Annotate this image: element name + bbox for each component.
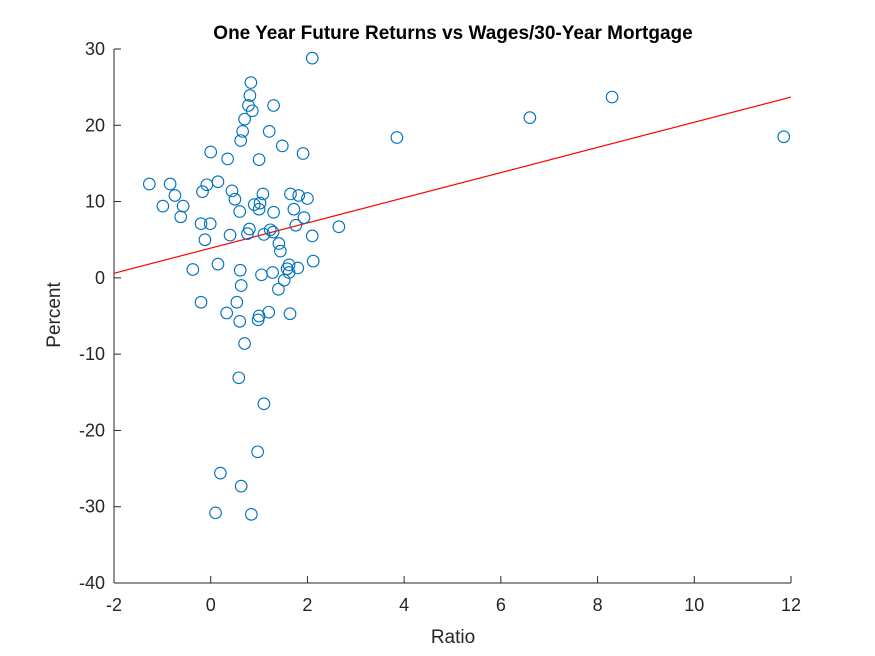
data-point <box>273 244 287 258</box>
data-point <box>272 282 285 296</box>
data-point <box>194 295 208 309</box>
data-point <box>245 104 259 118</box>
data-point <box>292 189 306 202</box>
chart-title: One Year Future Returns vs Wages/30-Year… <box>213 23 692 44</box>
data-point <box>605 90 619 104</box>
data-point <box>272 237 286 250</box>
data-point <box>221 152 234 166</box>
data-point <box>232 371 246 385</box>
x-tick-label: 4 <box>399 595 409 615</box>
data-point <box>267 99 280 112</box>
data-point <box>390 131 404 144</box>
y-axis-label: Percent <box>44 282 65 348</box>
data-point <box>194 217 208 231</box>
data-point <box>214 466 227 480</box>
data-point <box>296 147 310 160</box>
data-point <box>243 222 256 236</box>
data-point <box>176 199 190 213</box>
y-tick-label: 10 <box>85 192 105 212</box>
data-point <box>238 112 251 126</box>
data-point <box>211 175 225 189</box>
data-point <box>211 257 225 271</box>
x-tick-label: 0 <box>206 595 216 615</box>
data-point <box>209 506 222 520</box>
data-point <box>186 263 200 276</box>
x-tick-label: 10 <box>684 595 704 615</box>
data-point <box>266 225 280 239</box>
data-point <box>252 153 266 166</box>
data-point <box>244 76 258 89</box>
data-point <box>233 263 247 277</box>
data-point <box>777 130 791 144</box>
y-tick-label: 0 <box>95 268 105 288</box>
data-point <box>236 125 249 138</box>
data-point <box>244 507 258 521</box>
data-point <box>257 228 271 241</box>
y-tick-label: 30 <box>85 39 105 59</box>
data-point <box>251 445 264 459</box>
x-tick-label: 12 <box>781 595 801 615</box>
data-point <box>225 184 239 198</box>
data-point <box>163 177 177 191</box>
data-point <box>305 229 319 243</box>
data-point <box>196 185 209 199</box>
data-point <box>234 279 248 292</box>
data-point <box>198 233 212 247</box>
data-point <box>203 217 217 231</box>
data-point <box>204 145 218 159</box>
data-point <box>282 258 296 272</box>
data-point <box>252 202 266 216</box>
data-point <box>234 479 248 493</box>
data-point <box>267 205 280 219</box>
data-point <box>228 192 242 206</box>
data-point <box>297 211 311 224</box>
data-point <box>200 178 214 192</box>
y-tick-label: 20 <box>85 115 105 135</box>
data-point <box>257 397 271 411</box>
x-tick-label: 8 <box>593 595 603 615</box>
data-point <box>284 187 297 201</box>
data-point <box>289 218 303 232</box>
x-tick-label: -2 <box>106 595 122 615</box>
data-point <box>262 125 276 138</box>
x-tick-label: 6 <box>496 595 506 615</box>
data-point <box>266 266 279 279</box>
data-point <box>291 261 305 275</box>
data-point <box>263 223 277 237</box>
data-point <box>223 228 237 242</box>
data-point <box>234 134 248 147</box>
y-tick-label: -30 <box>79 497 105 517</box>
data-point <box>168 189 182 202</box>
data-point <box>233 314 247 328</box>
data-point <box>174 210 188 224</box>
data-point <box>142 177 156 191</box>
data-point <box>301 192 314 205</box>
data-point <box>255 268 268 282</box>
data-point <box>238 337 251 350</box>
x-axis-label: Ratio <box>431 627 475 648</box>
data-point <box>306 254 320 268</box>
data-point <box>305 51 319 65</box>
y-tick-label: -20 <box>79 420 105 440</box>
data-point <box>287 202 301 216</box>
data-point <box>156 199 170 213</box>
data-point <box>256 187 270 201</box>
fit-line <box>113 96 792 274</box>
data-point <box>233 205 247 218</box>
data-point <box>332 220 346 234</box>
data-point <box>220 306 234 320</box>
data-point <box>243 89 257 102</box>
y-tick-label: -10 <box>79 344 105 364</box>
data-point <box>283 307 297 321</box>
data-point <box>247 198 261 211</box>
data-point <box>275 139 289 153</box>
data-point <box>523 111 537 125</box>
y-tick-label: -40 <box>79 573 105 593</box>
x-tick-label: 2 <box>302 595 312 615</box>
data-point <box>262 305 276 319</box>
data-point <box>230 295 244 309</box>
data-point <box>253 196 267 210</box>
